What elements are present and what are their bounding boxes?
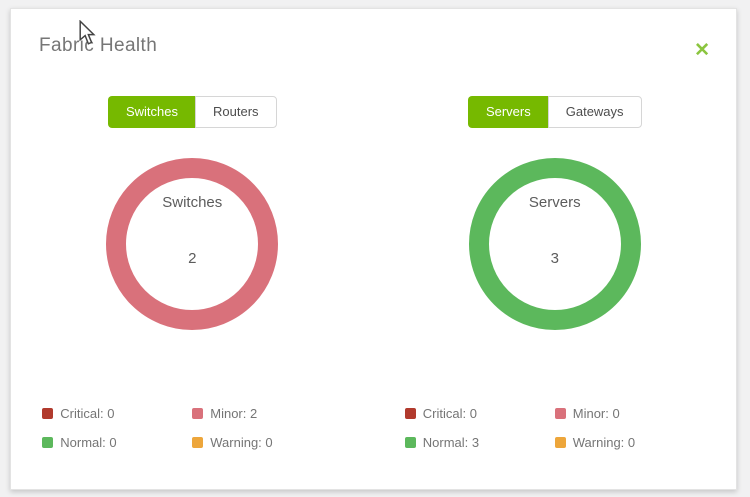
switches-legend: Critical: 0 Minor: 2 Normal: 0 Warning: … xyxy=(42,406,342,450)
minor-swatch xyxy=(192,408,204,419)
legend-item-critical[interactable]: Critical: 0 xyxy=(42,406,192,421)
donut-ring[interactable] xyxy=(106,158,279,330)
legend-item-minor[interactable]: Minor: 2 xyxy=(192,406,342,421)
switches-routers-toggle: Switches Routers xyxy=(107,96,277,128)
dialog-header: Fabric Health ✕ xyxy=(11,9,736,60)
warning-swatch xyxy=(554,437,566,448)
minor-swatch xyxy=(554,408,566,419)
legend-item-minor[interactable]: Minor: 0 xyxy=(554,406,705,421)
legend-text: Critical: 0 xyxy=(422,406,477,421)
donut-center-value: 2 xyxy=(188,250,197,267)
panel-servers: Servers Gateways Servers 3 Critical: 0 M… xyxy=(374,96,737,450)
legend-text: Normal: 3 xyxy=(422,435,480,450)
servers-donut-chart: Servers 3 xyxy=(465,154,645,334)
donut-ring[interactable] xyxy=(468,158,641,330)
warning-swatch xyxy=(192,437,204,448)
legend-text: Minor: 0 xyxy=(572,406,620,421)
legend-item-normal[interactable]: Normal: 3 xyxy=(404,435,555,450)
tab-gateways[interactable]: Gateways xyxy=(547,96,642,128)
panel-switches: Switches Routers Switches 2 Critical: 0 … xyxy=(11,96,374,450)
donut-center-label: Switches xyxy=(162,194,223,211)
close-icon[interactable]: ✕ xyxy=(694,40,710,61)
legend-item-warning[interactable]: Warning: 0 xyxy=(554,435,705,450)
legend-text: Warning: 0 xyxy=(572,435,636,450)
legend-item-normal[interactable]: Normal: 0 xyxy=(42,435,192,450)
donut-center-value: 3 xyxy=(550,250,559,267)
fabric-health-dialog: Fabric Health ✕ Switches Routers Switche… xyxy=(10,8,737,490)
legend-item-warning[interactable]: Warning: 0 xyxy=(192,435,342,450)
critical-swatch xyxy=(404,408,416,419)
tab-routers[interactable]: Routers xyxy=(195,96,277,128)
servers-gateways-toggle: Servers Gateways xyxy=(467,96,642,128)
panels-row: Switches Routers Switches 2 Critical: 0 … xyxy=(11,96,736,450)
donut-center-label: Servers xyxy=(528,194,581,211)
tab-servers[interactable]: Servers xyxy=(467,96,548,128)
switches-donut-chart: Switches 2 xyxy=(102,154,282,334)
dialog-title: Fabric Health xyxy=(39,35,158,56)
legend-item-critical[interactable]: Critical: 0 xyxy=(404,406,555,421)
legend-text: Warning: 0 xyxy=(210,435,273,450)
normal-swatch xyxy=(42,437,54,448)
critical-swatch xyxy=(42,408,54,419)
legend-text: Minor: 2 xyxy=(210,406,258,421)
normal-swatch xyxy=(404,437,416,448)
legend-text: Critical: 0 xyxy=(60,406,115,421)
tab-switches[interactable]: Switches xyxy=(107,96,195,128)
legend-text: Normal: 0 xyxy=(60,435,117,450)
servers-legend: Critical: 0 Minor: 0 Normal: 3 Warning: … xyxy=(404,406,705,450)
